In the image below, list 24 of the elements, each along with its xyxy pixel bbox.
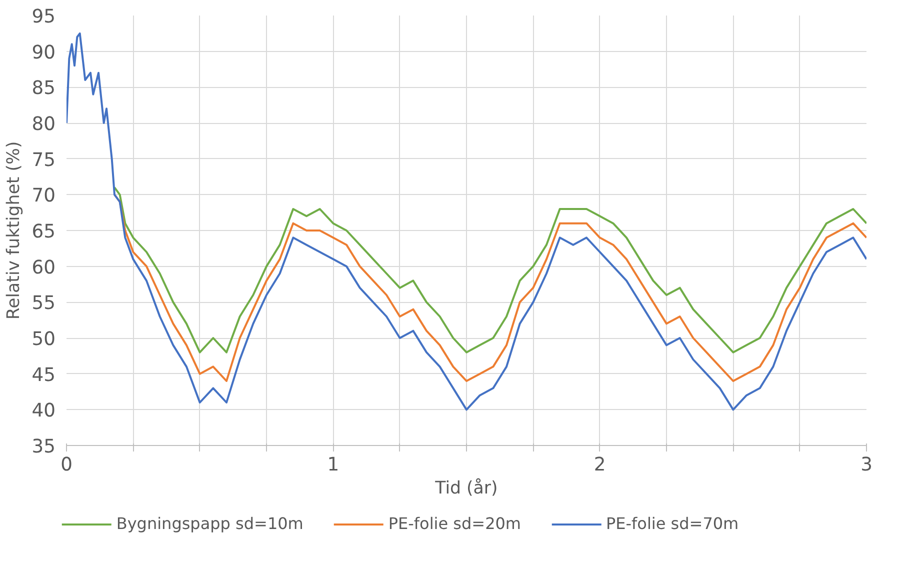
legend-label: PE-folie sd=20m [388,514,522,533]
y-tick-label: 35 [32,436,56,458]
y-tick-label: 50 [32,329,56,350]
line-series [114,186,866,354]
y-tick-label: 55 [32,293,56,314]
x-tick-label: 3 [860,454,872,476]
y-tick-label: 70 [32,186,56,207]
y-tick-label: 80 [32,114,56,135]
y-axis-title: Relativ fuktighet (%) [4,141,24,320]
line-series [66,32,866,411]
y-tick-label: 95 [32,6,56,28]
y-tick-label: 90 [32,42,56,64]
x-tick-label: 2 [594,454,606,476]
y-tick-label: 65 [32,222,56,242]
x-tick-label: 0 [60,454,72,476]
y-tick-label: 85 [32,78,56,100]
y-tick-label: 75 [32,150,56,171]
x-tick-label: 1 [327,454,340,476]
y-tick-label: 40 [32,400,56,422]
y-tick-label: 45 [32,364,56,386]
legend-label: Bygningspapp sd=10m [116,514,304,533]
x-axis-title: Tid (år) [434,478,498,498]
legend-label: PE-folie sd=70m [606,514,739,533]
y-tick-label: 60 [32,257,56,278]
